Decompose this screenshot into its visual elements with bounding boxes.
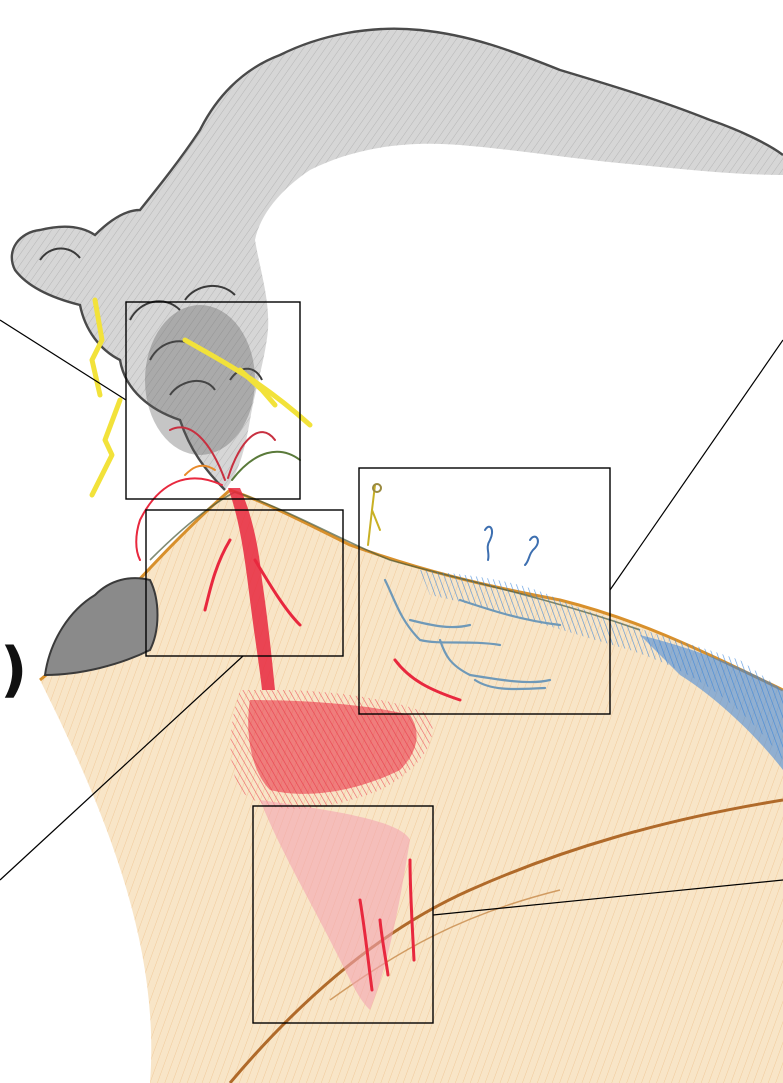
magma-deep-zone xyxy=(260,800,410,1010)
volcanic-lightning xyxy=(89,297,313,498)
cropped-caption-fragment: ) xyxy=(0,635,28,705)
leader-line-plume xyxy=(0,319,127,401)
magma-chamber-fill xyxy=(248,700,417,794)
callout-leader-lines xyxy=(0,319,783,916)
groundwater-channels xyxy=(383,578,562,691)
magma-dykes xyxy=(203,538,462,992)
plume-dark-core xyxy=(145,305,255,455)
leader-line-summit xyxy=(0,655,244,881)
sea-water-fill xyxy=(640,635,783,770)
leader-line-chamber xyxy=(432,879,783,916)
magma-conduit xyxy=(228,488,275,690)
volcano-surface-line xyxy=(39,488,783,692)
ground-hatching xyxy=(40,490,783,1083)
eruption-column-outline xyxy=(10,27,783,491)
water-flank-box xyxy=(358,467,611,715)
gas-wisps xyxy=(484,525,539,566)
person-figure xyxy=(367,483,382,546)
summit-conduit-box xyxy=(145,509,344,657)
pyroclastic-cloud xyxy=(43,577,159,677)
leader-line-water xyxy=(609,339,783,591)
crust-boundary-line xyxy=(228,798,783,1083)
eruption-column-hatching xyxy=(11,28,783,490)
plume-billows xyxy=(39,247,263,396)
plume-vent-box xyxy=(125,301,301,500)
ballistic-ejecta xyxy=(135,426,301,561)
